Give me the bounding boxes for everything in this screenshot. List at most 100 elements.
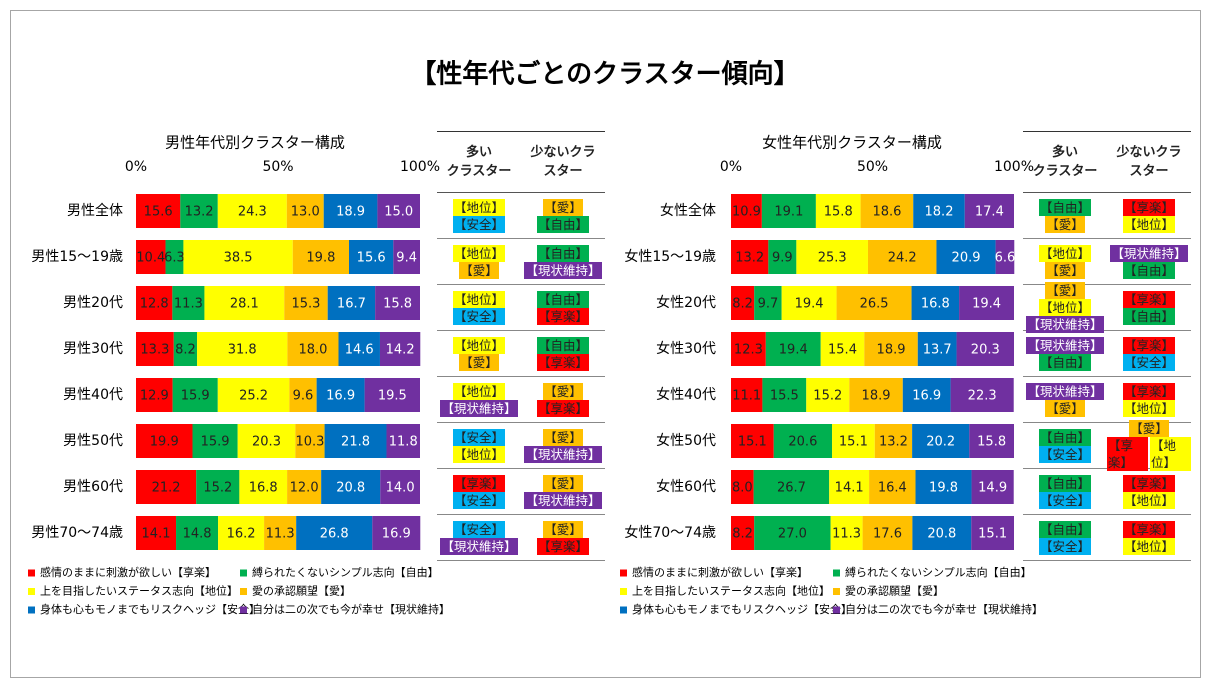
cluster-tag: 【現状維持】 <box>524 491 602 509</box>
bar-segment <box>393 240 420 274</box>
bar-segment <box>165 240 184 274</box>
bar-segment <box>324 424 387 458</box>
value-label: 15.9 <box>181 389 210 404</box>
bar-segment <box>869 470 916 504</box>
legend-label: 愛の承認願望【愛】 <box>845 584 944 598</box>
value-label: 19.8 <box>929 481 958 496</box>
table-cell: 【愛】 【地位】 【現状維持】 <box>1023 282 1107 333</box>
value-label: 26.7 <box>777 481 806 496</box>
value-label: 19.4 <box>795 297 824 312</box>
cluster-tag: 【自由】 <box>536 215 589 233</box>
legend-label: 感情のままに刺激が欲しい【享楽】 <box>40 565 216 579</box>
cluster-tag: 【地位】 <box>452 198 505 216</box>
tag-line: 【現状維持】 <box>1026 316 1104 333</box>
table-row: 【地位】 【安全】 【愛】 【自由】 <box>437 193 605 239</box>
bar-segment <box>936 240 996 274</box>
category-label: 女性40代 <box>656 386 716 403</box>
bar-segment <box>950 378 1014 412</box>
value-label: 14.1 <box>835 481 864 496</box>
x-tick-label: 100% <box>994 159 1034 175</box>
cluster-tag: 【愛】 <box>543 520 583 538</box>
cluster-tag: 【安全】 <box>1038 491 1091 509</box>
tag-line: 【享楽】 <box>1122 382 1175 400</box>
value-label: 15.6 <box>357 251 386 266</box>
x-tick-label: 0% <box>720 159 742 175</box>
value-label: 8.2 <box>732 297 753 312</box>
bar-segment <box>912 516 972 550</box>
bar-segment <box>289 378 317 412</box>
cluster-tag: 【安全】 <box>452 428 505 446</box>
value-label: 15.9 <box>201 435 230 450</box>
bar-segment <box>830 516 863 550</box>
bar-segment <box>731 194 762 228</box>
legend-swatch <box>28 606 35 614</box>
tag-line: 【安全】 <box>452 307 505 325</box>
table-cell: 【地位】 【愛】 <box>437 239 521 284</box>
cluster-tag: 【愛】 <box>1045 215 1085 233</box>
bar-segment <box>338 332 380 366</box>
value-label: 6.6 <box>995 251 1016 266</box>
table-row: 【安全】 【現状維持】 【愛】 【享楽】 <box>437 515 605 561</box>
cluster-tag: 【愛】 <box>543 474 583 492</box>
value-label: 12.3 <box>734 343 763 358</box>
bar-segment <box>316 378 365 412</box>
cluster-tag: 【安全】 <box>452 520 505 538</box>
category-label: 女性15～19歳 <box>624 248 716 265</box>
value-label: 16.9 <box>326 389 355 404</box>
cluster-tag: 【現状維持】 <box>1026 316 1104 333</box>
cluster-tag: 【現状維持】 <box>1026 382 1104 400</box>
bar-segment <box>754 286 782 320</box>
bar-segment <box>295 424 325 458</box>
cluster-tag: 【享楽】 <box>536 307 589 325</box>
bar-segment <box>386 424 420 458</box>
value-label: 16.9 <box>382 527 411 542</box>
tag-line: 【安全】 <box>1038 537 1091 555</box>
tag-line: 【愛】 <box>1129 420 1169 437</box>
tag-line: 【地位】 <box>452 336 505 354</box>
bar-segment <box>136 332 174 366</box>
tag-line: 【愛】 <box>1045 399 1085 417</box>
bar-segment <box>323 194 378 228</box>
bar-segment <box>192 424 238 458</box>
value-label: 13.0 <box>291 205 320 220</box>
bar-segment <box>377 194 420 228</box>
value-label: 12.9 <box>140 389 169 404</box>
cluster-tag: 【享楽】 <box>1122 520 1175 538</box>
value-label: 10.3 <box>295 435 324 450</box>
value-label: 12.0 <box>290 481 319 496</box>
category-label: 女性20代 <box>656 294 716 311</box>
value-label: 15.2 <box>203 481 232 496</box>
value-label: 15.1 <box>738 435 767 450</box>
header-cell: 少ないクラ スター <box>530 145 596 179</box>
bar-segment <box>912 424 970 458</box>
value-label: 24.3 <box>238 205 267 220</box>
tag-line: 【地位】 <box>1038 299 1091 316</box>
legend-swatch <box>620 588 627 595</box>
legend-label: 上を目指したいステータス志向【地位】 <box>632 584 830 598</box>
tag-line: 【安全】 <box>452 428 505 446</box>
cluster-tag: 【自由】 <box>1122 261 1175 279</box>
cluster-tag: 【地位】 <box>1122 399 1175 417</box>
value-label: 9.7 <box>758 297 779 312</box>
cluster-tag: 【享楽】 <box>536 353 589 371</box>
table-cell: 【享楽】 【自由】 <box>1107 285 1191 330</box>
bar-segment <box>911 286 960 320</box>
cluster-tag: 【地位】 <box>452 290 505 308</box>
legend-swatch <box>833 588 840 595</box>
legend-label: 縛られたくないシンプル志向【自由】 <box>252 565 439 579</box>
table-cell: 【自由】 【安全】 <box>1023 423 1107 468</box>
table-cell: 【享楽】 【安全】 <box>1107 331 1191 376</box>
cluster-tag: 【地位】 <box>1122 537 1175 555</box>
table-cell: 【自由】 【安全】 <box>1023 515 1107 560</box>
category-label: 男性60代 <box>63 479 123 495</box>
tag-line: 【地位】 <box>1122 399 1175 417</box>
cluster-table: 多い クラスター 少ないクラ スター 【自由】 【愛】 【享楽】 【地位】 【地位】 【愛】【… <box>1023 131 1191 561</box>
table-cell: 【現状維持】 【自由】 <box>1023 331 1107 376</box>
value-label: 9.9 <box>772 251 793 266</box>
table-cell: 【愛】 【享楽】 <box>521 377 605 422</box>
bar-segment <box>969 424 1014 458</box>
cluster-tag: 【地位】 <box>452 336 505 354</box>
value-label: 10.4 <box>136 251 165 266</box>
value-label: 14.0 <box>386 481 415 496</box>
